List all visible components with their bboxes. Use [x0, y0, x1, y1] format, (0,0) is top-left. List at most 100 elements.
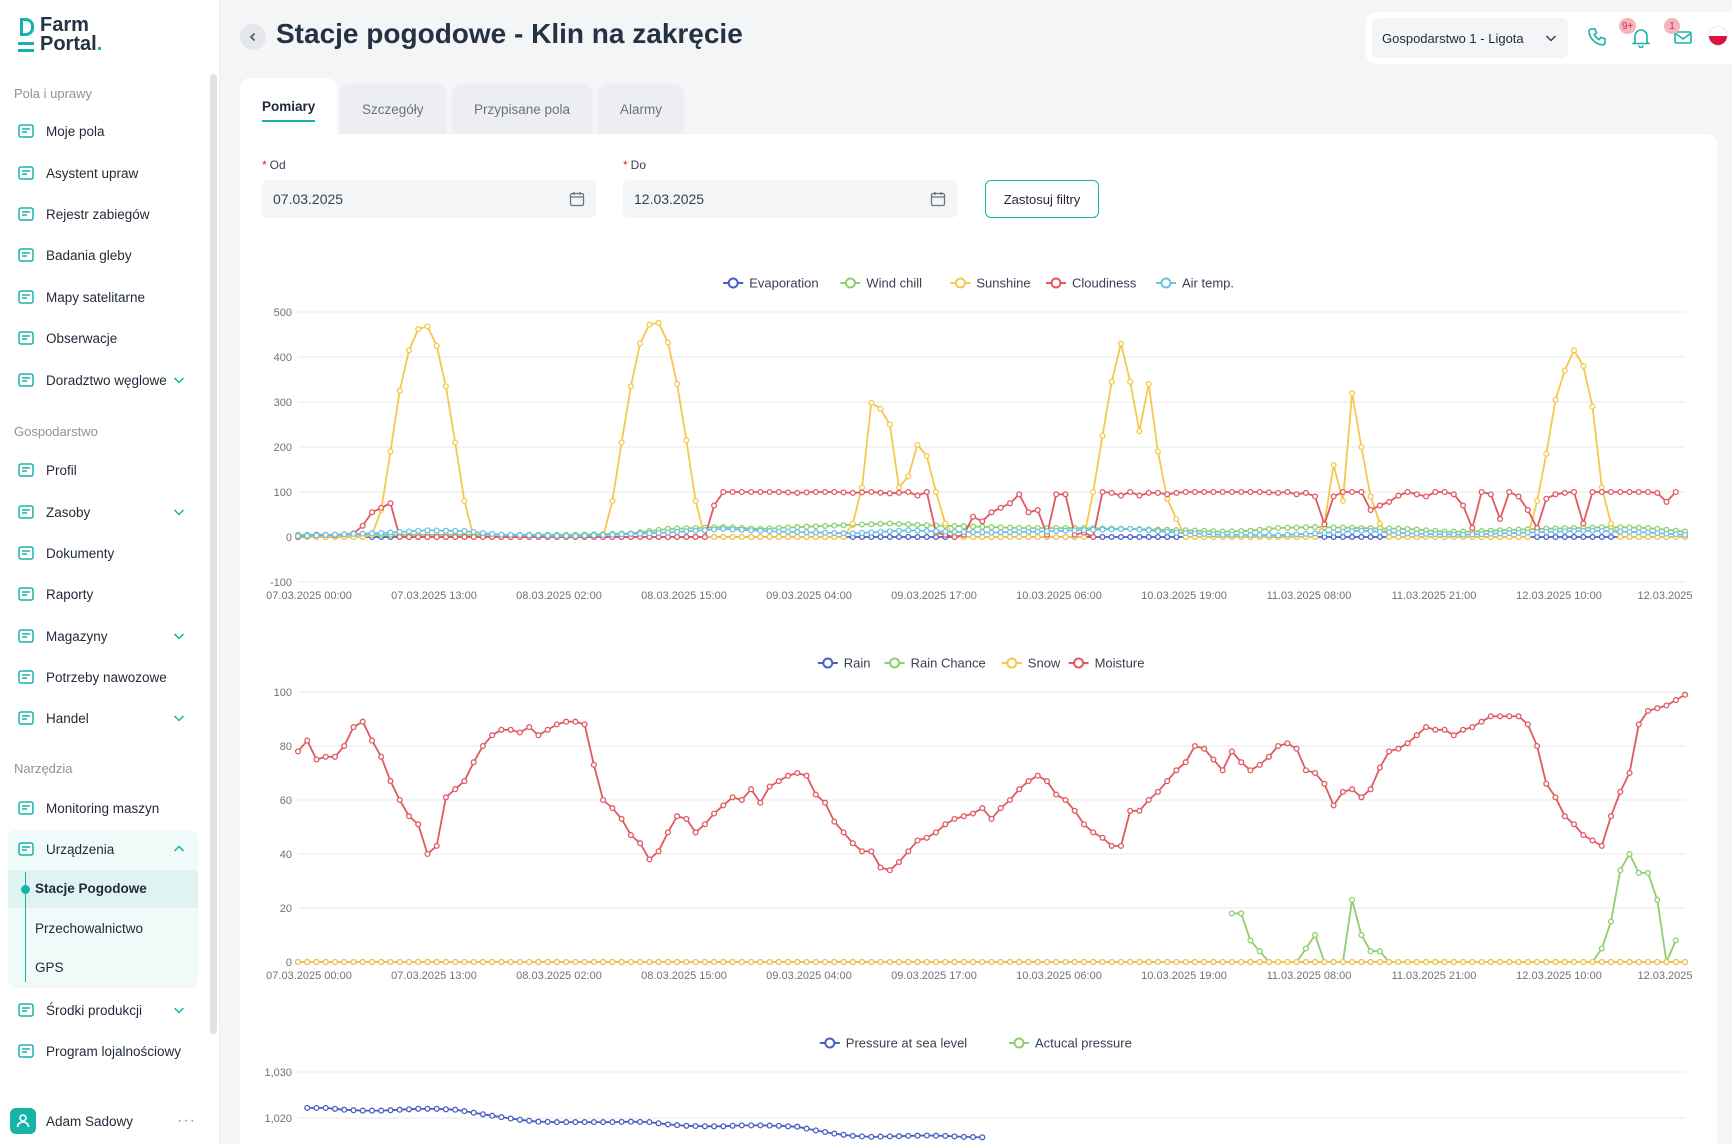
- data-point[interactable]: [1506, 958, 1513, 966]
- data-point[interactable]: [674, 1122, 681, 1129]
- data-point[interactable]: [1570, 533, 1578, 541]
- data-point[interactable]: [905, 521, 912, 528]
- data-point[interactable]: [1127, 378, 1134, 385]
- data-point[interactable]: [849, 958, 856, 966]
- data-point[interactable]: [1663, 530, 1670, 537]
- data-point[interactable]: [1302, 767, 1309, 774]
- data-point[interactable]: [1099, 958, 1106, 966]
- legend-item[interactable]: Moisture: [1068, 656, 1145, 671]
- data-point[interactable]: [711, 502, 718, 509]
- data-point[interactable]: [886, 867, 893, 874]
- data-point[interactable]: [1617, 533, 1624, 541]
- data-point[interactable]: [350, 724, 357, 731]
- data-point[interactable]: [923, 452, 930, 460]
- data-point[interactable]: [858, 848, 866, 855]
- data-point[interactable]: [341, 1106, 348, 1113]
- data-point[interactable]: [627, 832, 634, 839]
- data-point[interactable]: [840, 530, 847, 537]
- data-point[interactable]: [1219, 767, 1226, 774]
- data-point[interactable]: [1534, 742, 1541, 750]
- data-point[interactable]: [590, 761, 597, 768]
- legend-item[interactable]: Pressure at sea level: [819, 1036, 968, 1051]
- data-point[interactable]: [831, 488, 838, 496]
- data-point[interactable]: [729, 958, 736, 966]
- data-point[interactable]: [600, 958, 607, 966]
- data-point[interactable]: [794, 1123, 801, 1130]
- data-point[interactable]: [683, 533, 690, 541]
- data-point[interactable]: [516, 1116, 523, 1123]
- data-point[interactable]: [766, 1122, 773, 1129]
- data-point[interactable]: [1598, 958, 1605, 966]
- data-point[interactable]: [1053, 527, 1060, 535]
- data-point[interactable]: [1136, 533, 1143, 541]
- data-point[interactable]: [674, 813, 681, 820]
- data-point[interactable]: [997, 524, 1004, 531]
- data-point[interactable]: [905, 473, 912, 480]
- data-point[interactable]: [960, 958, 967, 966]
- data-point[interactable]: [313, 532, 320, 539]
- data-point[interactable]: [1534, 497, 1541, 505]
- data-point[interactable]: [1034, 528, 1041, 535]
- data-point[interactable]: [1386, 529, 1393, 536]
- data-point[interactable]: [1561, 533, 1568, 541]
- data-point[interactable]: [1395, 958, 1402, 966]
- data-point[interactable]: [1339, 533, 1346, 541]
- data-point[interactable]: [405, 533, 413, 541]
- data-point[interactable]: [1312, 769, 1319, 777]
- data-point[interactable]: [1275, 532, 1282, 539]
- data-point[interactable]: [322, 531, 329, 539]
- data-point[interactable]: [1432, 958, 1439, 966]
- data-point[interactable]: [1247, 767, 1254, 774]
- data-point[interactable]: [294, 533, 302, 540]
- data-point[interactable]: [701, 527, 708, 534]
- data-point[interactable]: [794, 769, 801, 777]
- sidebar-item-loyalty-program[interactable]: Program lojalnościowy: [8, 1033, 198, 1069]
- data-point[interactable]: [1524, 721, 1531, 728]
- data-point[interactable]: [849, 489, 856, 496]
- data-point[interactable]: [812, 791, 819, 798]
- data-point[interactable]: [1016, 491, 1023, 498]
- data-point[interactable]: [895, 1133, 903, 1140]
- data-point[interactable]: [470, 533, 477, 541]
- data-point[interactable]: [794, 533, 801, 541]
- data-point[interactable]: [1349, 786, 1356, 793]
- data-point[interactable]: [359, 530, 366, 537]
- data-point[interactable]: [1460, 502, 1467, 509]
- data-point[interactable]: [609, 958, 616, 966]
- data-point[interactable]: [868, 521, 875, 528]
- data-point[interactable]: [914, 533, 921, 541]
- data-point[interactable]: [664, 1121, 671, 1128]
- data-point[interactable]: [368, 958, 376, 966]
- data-point[interactable]: [387, 500, 394, 507]
- data-point[interactable]: [1071, 958, 1078, 966]
- data-point[interactable]: [1062, 958, 1069, 966]
- sidebar-item-trade[interactable]: Handel: [8, 700, 198, 736]
- data-point[interactable]: [1654, 896, 1661, 903]
- data-point[interactable]: [1607, 958, 1615, 966]
- data-point[interactable]: [1487, 713, 1494, 720]
- data-point[interactable]: [1238, 531, 1245, 538]
- data-point[interactable]: [1108, 526, 1115, 533]
- data-point[interactable]: [1644, 707, 1652, 714]
- data-point[interactable]: [1293, 491, 1300, 498]
- data-point[interactable]: [655, 958, 662, 966]
- data-point[interactable]: [1006, 529, 1014, 536]
- data-point[interactable]: [1321, 521, 1328, 528]
- data-point[interactable]: [683, 958, 690, 966]
- data-point[interactable]: [572, 1119, 579, 1126]
- data-point[interactable]: [683, 528, 690, 535]
- sidebar-subitem-storage[interactable]: Przechowalnictwo: [35, 921, 144, 936]
- data-point[interactable]: [1450, 531, 1457, 538]
- data-point[interactable]: [1145, 380, 1152, 388]
- data-point[interactable]: [979, 529, 986, 536]
- data-point[interactable]: [1672, 488, 1679, 496]
- data-point[interactable]: [812, 958, 819, 966]
- data-point[interactable]: [1043, 528, 1051, 535]
- data-point[interactable]: [637, 840, 644, 847]
- data-point[interactable]: [729, 1122, 736, 1129]
- data-point[interactable]: [748, 786, 755, 793]
- data-point[interactable]: [1497, 958, 1504, 966]
- data-point[interactable]: [507, 531, 514, 538]
- data-point[interactable]: [442, 533, 449, 541]
- data-point[interactable]: [1182, 958, 1189, 966]
